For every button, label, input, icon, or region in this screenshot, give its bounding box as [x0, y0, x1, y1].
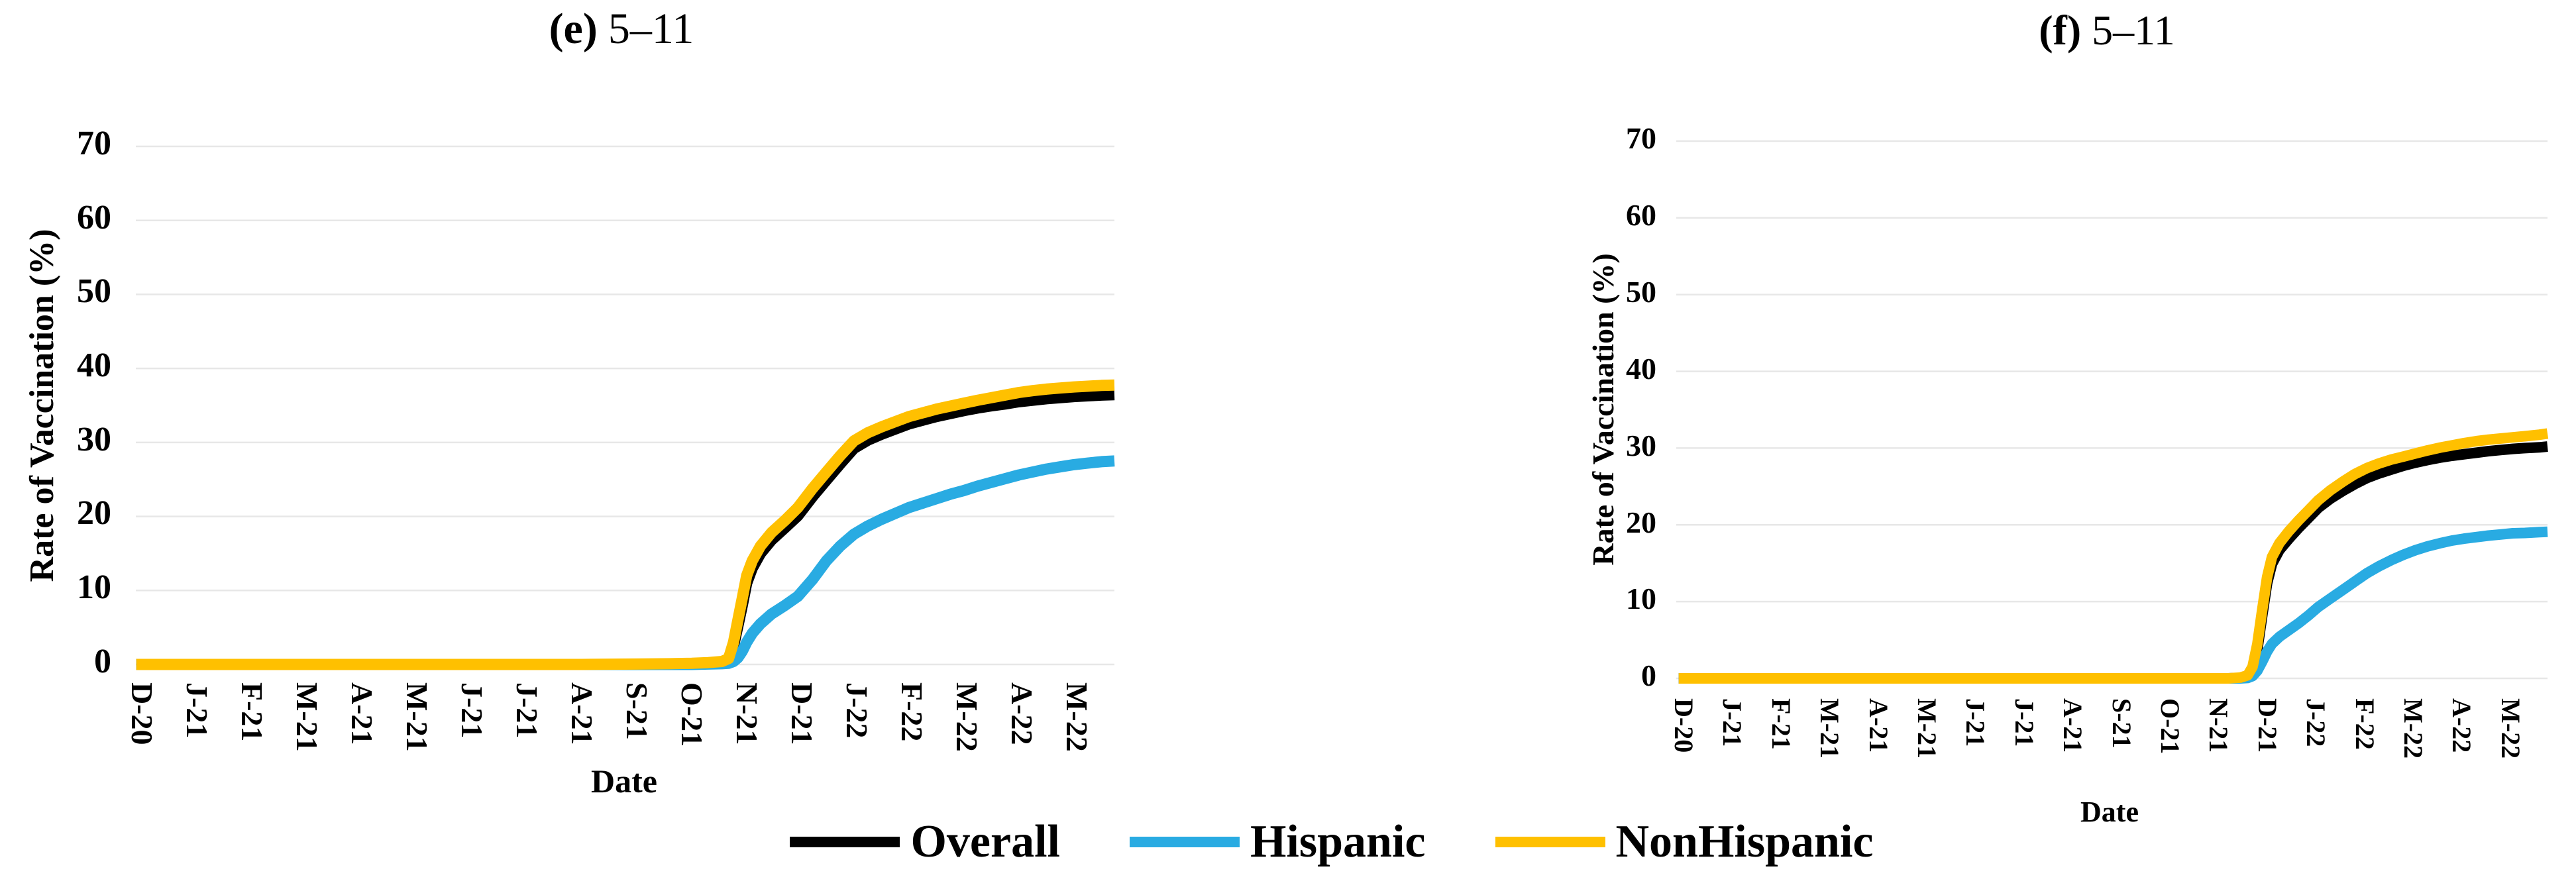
chart-f-x-tick-label: J-21 — [2009, 698, 2039, 747]
chart-f-title-text: 5–11 — [2092, 7, 2175, 54]
chart-f-y-tick-label: 50 — [1626, 275, 1656, 309]
chart-f-x-axis-title: Date — [2080, 796, 2139, 828]
legend-item-hispanic: Hispanic — [1129, 816, 1426, 867]
nonhispanic-line-swatch — [1495, 837, 1605, 847]
chart-f-x-tick-label: D-21 — [2252, 698, 2282, 753]
chart-e-panel-letter: (e) — [549, 5, 598, 53]
chart-f-x-tick-label: J-22 — [2301, 698, 2332, 747]
chart-f-x-tick-label: S-21 — [2106, 698, 2137, 749]
chart-f-x-tick-label: M-21 — [1912, 698, 1942, 759]
chart-e-x-tick-label: J-21 — [180, 682, 214, 739]
chart-f-panel-letter: (f) — [2039, 7, 2082, 54]
chart-e-x-tick-label: M-21 — [400, 682, 434, 752]
chart-f-y-tick-label: 0 — [1641, 658, 1656, 693]
chart-f-x-tick-label: M-22 — [2398, 698, 2428, 759]
chart-e-y-tick-label: 60 — [77, 198, 111, 236]
chart-f-x-tick-label: D-20 — [1669, 698, 1699, 753]
chart-e-title-text: 5–11 — [608, 5, 694, 53]
chart-e-x-tick-label: N-21 — [730, 682, 764, 745]
chart-e-y-tick-label: 30 — [77, 420, 111, 458]
legend: Overall Hispanic NonHispanic — [44, 819, 2576, 865]
chart-f-x-tick-label: J-21 — [1960, 698, 1991, 747]
chart-e-y-tick-label: 70 — [77, 124, 111, 162]
series-line-overall — [136, 389, 1115, 670]
chart-e-x-tick-label: F-22 — [895, 682, 929, 742]
series-line-overall — [1678, 441, 2548, 684]
legend-label-hispanic: Hispanic — [1250, 816, 1426, 867]
series-line-hispanic — [136, 455, 1115, 670]
legend-item-overall: Overall — [790, 816, 1060, 867]
chart-f-x-tick-label: N-21 — [2204, 698, 2234, 753]
chart-e-x-tick-label: D-21 — [785, 682, 819, 745]
chart-e-x-tick-label: J-22 — [840, 682, 874, 739]
chart-f-y-tick-label: 60 — [1626, 198, 1656, 233]
chart-e-x-tick-label: M-22 — [1060, 682, 1094, 752]
chart-e-x-axis-title: Date — [591, 762, 657, 800]
chart-f-y-tick-label: 30 — [1626, 428, 1656, 462]
legend-label-nonhispanic: NonHispanic — [1615, 816, 1874, 867]
chart-f-y-tick-label: 20 — [1626, 505, 1656, 539]
chart-f-x-tick-label: A-21 — [2058, 698, 2088, 753]
chart-e-x-tick-label: J-21 — [510, 682, 544, 739]
chart-e-x-tick-label: F-21 — [235, 682, 269, 742]
chart-f-title: (f) 5–11 — [1809, 5, 2405, 56]
chart-f-y-tick-label: 10 — [1626, 582, 1656, 616]
chart-e-y-tick-label: 50 — [77, 272, 111, 311]
chart-e-x-tick-label: A-22 — [1005, 682, 1039, 745]
chart-f-x-tick-label: F-22 — [2349, 698, 2380, 750]
chart-e-x-tick-label: S-21 — [620, 682, 654, 740]
chart-e-x-tick-label: M-22 — [950, 682, 984, 752]
chart-f-x-tick-label: F-21 — [1766, 698, 1796, 750]
chart-e-x-tick-label: A-21 — [565, 682, 599, 745]
chart-e-title: (e) 5–11 — [323, 3, 920, 55]
chart-e-x-tick-label: A-21 — [345, 682, 379, 745]
chart-e-x-tick-label: D-20 — [125, 682, 159, 745]
chart-e-y-tick-label: 40 — [77, 346, 111, 384]
chart-f-x-tick-label: M-22 — [2495, 698, 2526, 759]
hispanic-line-swatch — [1129, 837, 1240, 847]
chart-e-x-tick-label: M-21 — [290, 682, 324, 752]
chart-e-x-tick-label: J-21 — [455, 682, 489, 739]
series-line-nonhispanic — [1678, 428, 2549, 684]
series-line-hispanic — [1678, 526, 2548, 684]
chart-f-x-tick-label: A-22 — [2447, 698, 2477, 753]
legend-label-overall: Overall — [910, 816, 1060, 867]
chart-f-x-tick-label: A-21 — [1863, 698, 1894, 753]
chart-f-x-tick-label: J-21 — [1717, 698, 1748, 747]
chart-f-x-tick-label: M-21 — [1815, 698, 1845, 759]
chart-e-y-tick-label: 0 — [94, 642, 111, 680]
legend-item-nonhispanic: NonHispanic — [1495, 819, 1874, 865]
chart-e-y-tick-label: 20 — [77, 494, 111, 533]
series-line-nonhispanic — [136, 379, 1115, 670]
overall-line-swatch — [790, 837, 900, 847]
chart-f-y-tick-label: 70 — [1626, 121, 1656, 156]
chart-f-x-tick-label: O-21 — [2155, 698, 2185, 755]
chart-f-y-tick-label: 40 — [1626, 351, 1656, 386]
chart-e-y-tick-label: 10 — [77, 568, 111, 607]
chart-e-x-tick-label: O-21 — [675, 682, 709, 747]
